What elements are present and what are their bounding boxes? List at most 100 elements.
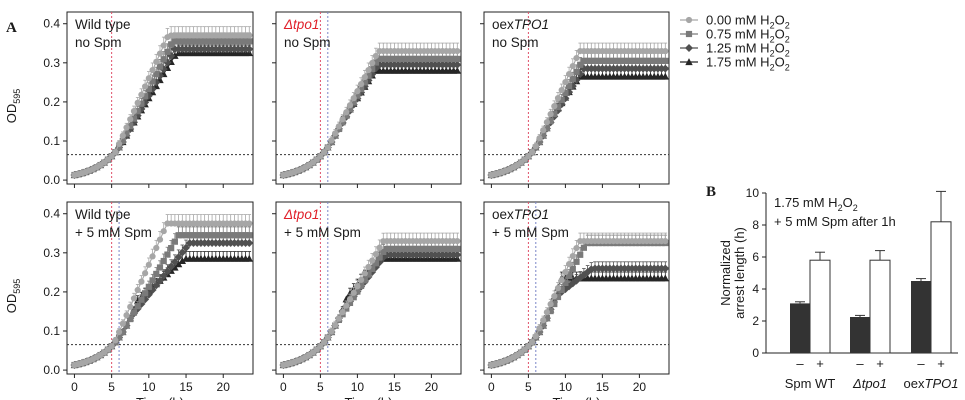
data-point [231,232,238,239]
x-tick-label: 20 [425,380,439,394]
data-point [179,232,186,239]
data-point [417,55,424,63]
data-point [145,283,152,290]
data-point [529,149,536,156]
data-point [175,232,182,239]
data-point [573,68,580,75]
data-point [223,232,231,239]
data-point [186,232,193,239]
data-point [643,57,650,64]
growth-series [488,42,669,179]
plot-frame [275,11,462,185]
panel-label-line1: Δtpo1 [283,17,319,32]
data-point [220,232,227,239]
data-point [543,315,550,322]
data-point [558,277,565,284]
data-point [446,245,453,253]
data-point [149,78,156,85]
data-point [354,92,361,99]
data-point [569,62,576,70]
data-point [212,232,219,239]
data-point [335,123,342,130]
data-point [163,267,172,276]
y-tick-label: 0.0 [43,173,60,187]
data-point [317,343,324,350]
data-point [201,232,208,239]
data-point [160,42,167,49]
y-tick-label: 0.0 [43,363,60,377]
data-point [335,315,342,322]
data-point [540,317,547,324]
data-point [365,271,372,278]
y-axis-label-line2: arrest length (h) [732,227,747,319]
legend-text: O [775,13,785,28]
data-point [372,59,379,66]
data-point [142,93,149,100]
data-point [566,82,573,89]
group-label: Spm WT [785,376,836,391]
data-point [558,87,565,94]
data-point [647,57,654,64]
x-tick-label: 10 [559,380,573,394]
plot-frame [483,11,670,185]
data-point [454,47,461,55]
data-point [551,300,558,308]
data-point [365,72,372,79]
data-point [108,153,115,160]
data-point [205,38,212,45]
data-point [168,245,175,252]
data-point [190,232,197,239]
data-point [134,303,141,310]
group-label: oexTPO1 [904,376,959,391]
data-point [153,70,160,78]
x-axis-label: Time (h) [553,395,601,400]
data-point [562,279,569,287]
legend-sub: 2 [785,63,790,73]
panel-label-line2: + 5 mM Spm [492,225,569,240]
legend-entry: 0.75 mM H2O2 [706,27,790,45]
x-tick-label: 0 [71,380,78,394]
data-point [632,57,639,64]
panel-label-plain: oex [492,207,514,222]
data-point [130,309,138,316]
data-point [376,254,383,261]
data-point [112,337,119,344]
panel-label-italic: Δtpo1 [283,17,319,32]
data-point [174,253,183,262]
data-point [439,245,446,253]
plus-label: + [876,356,884,371]
y-axis-label-bottom: OD595 [4,279,22,314]
data-point [138,91,145,98]
data-point [242,38,249,45]
data-point [182,243,191,252]
bar-minus [850,317,870,353]
data-point [235,38,242,45]
panel-label-italic: TPO1 [514,17,549,32]
data-point [387,55,394,63]
legend-sub: 2 [770,21,775,31]
data-point [145,75,152,82]
y-tick-label: 0.1 [43,134,60,148]
data-point [201,38,208,45]
data-point [372,250,379,258]
legend-entry: 1.75 mM H2O2 [706,55,790,73]
data-point [134,286,141,294]
data-point [661,64,670,73]
data-point [387,245,394,253]
data-point [324,144,331,151]
data-point [208,38,216,45]
panel-letter-a: A [6,20,17,36]
panel-label-line2: no Spm [284,35,331,50]
data-point [194,38,201,45]
data-point [640,57,647,64]
data-point [358,276,365,283]
data-point [661,264,670,273]
plus-label: + [937,356,945,371]
data-point [435,245,442,253]
data-point [328,137,335,144]
data-point [610,57,617,64]
legend-text: 0.00 mM H [706,13,770,28]
data-point [529,339,536,346]
data-point [409,55,416,63]
data-point [454,55,461,63]
